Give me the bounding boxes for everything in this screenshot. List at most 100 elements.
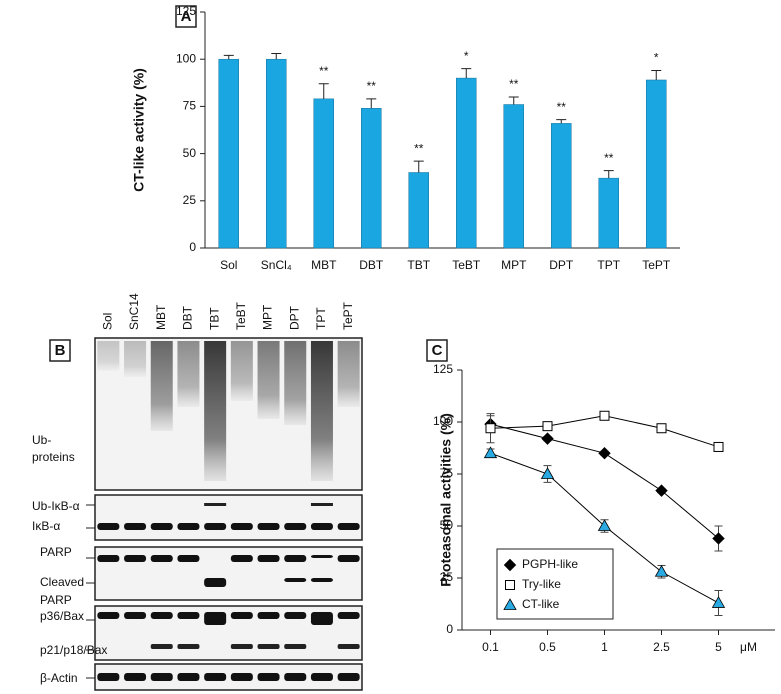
- panel-label: A: [181, 8, 192, 25]
- band: [310, 578, 333, 582]
- marker: [542, 421, 553, 432]
- significance: **: [367, 79, 377, 93]
- band: [257, 673, 280, 681]
- x-tick-label: MPT: [501, 258, 527, 272]
- band: [150, 673, 173, 681]
- band: [230, 555, 253, 562]
- error-bar: [271, 53, 282, 60]
- band: [230, 673, 253, 681]
- significance: **: [509, 77, 519, 91]
- marker: [541, 432, 554, 445]
- error-bar: [223, 54, 234, 60]
- band: [257, 555, 280, 562]
- row-label: proteins: [32, 450, 75, 464]
- marker: [713, 441, 724, 452]
- band: [124, 555, 147, 562]
- significance: *: [464, 49, 469, 63]
- ub-smear: [230, 341, 253, 401]
- y-tick-label: 50: [183, 146, 197, 160]
- band: [150, 612, 173, 619]
- band: [150, 644, 173, 649]
- y-tick-label: 0: [189, 240, 196, 254]
- band: [204, 673, 227, 681]
- panel-label-box: [175, 5, 197, 28]
- row-label: β-Actin: [40, 671, 78, 685]
- band: [310, 503, 333, 506]
- significance: **: [604, 151, 614, 165]
- marker: [540, 467, 555, 479]
- ub-smear: [177, 341, 200, 407]
- band: [257, 523, 280, 530]
- band: [284, 555, 307, 562]
- significance: *: [654, 51, 659, 65]
- row-label: p36/Bax: [40, 609, 84, 623]
- x-tick-label: SnCl₄: [261, 258, 292, 272]
- ub-smear: [204, 341, 227, 481]
- error-bar: [318, 83, 329, 99]
- y-tick-label: 25: [183, 193, 197, 207]
- band: [204, 578, 227, 587]
- band: [257, 644, 280, 649]
- lane-label: DBT: [181, 305, 195, 330]
- band: [204, 523, 227, 530]
- y-tick-label: 100: [433, 414, 453, 428]
- x-tick-label: 5: [715, 640, 722, 654]
- y-tick-label: 25: [440, 570, 454, 584]
- bar: [408, 172, 429, 249]
- band: [124, 523, 147, 530]
- band: [310, 523, 333, 530]
- x-tick-label: 0.1: [482, 640, 499, 654]
- band: [310, 555, 333, 558]
- band: [177, 523, 200, 530]
- band: [150, 555, 173, 562]
- ub-smear: [337, 341, 360, 407]
- band: [230, 612, 253, 619]
- significance: **: [557, 100, 567, 114]
- marker: [598, 446, 611, 460]
- band: [97, 523, 120, 530]
- band: [284, 578, 307, 582]
- row-label: Ub-: [32, 433, 51, 447]
- error-bar: [413, 160, 424, 173]
- x-tick-label: 1: [601, 640, 608, 654]
- y-axis-label: CT-like activity (%): [131, 68, 147, 192]
- error-bar: [461, 68, 472, 79]
- y-tick-label: 75: [183, 99, 197, 113]
- marker: [711, 596, 726, 608]
- panel-label: C: [432, 342, 443, 359]
- bar: [503, 104, 524, 249]
- ub-smear: [124, 341, 147, 377]
- band: [97, 673, 120, 681]
- lane-label: TPT: [314, 307, 328, 330]
- legend-label: Try-like: [522, 577, 561, 591]
- y-axis-label: Proteasomal activities (%): [438, 413, 454, 587]
- bar: [598, 177, 619, 249]
- band: [204, 503, 227, 506]
- band: [97, 555, 120, 562]
- y-tick-label: 75: [440, 466, 454, 480]
- band: [230, 523, 253, 530]
- panel-label-box: [49, 339, 71, 362]
- marker: [483, 446, 498, 459]
- y-tick-label: 0: [446, 622, 453, 636]
- ub-smear: [150, 341, 173, 431]
- lane-label: TeBT: [234, 301, 248, 330]
- band: [177, 612, 200, 619]
- panel-label-box: [426, 339, 448, 362]
- lane-label: Sol: [101, 313, 115, 330]
- band: [124, 673, 147, 681]
- x-tick-label: TeBT: [452, 258, 481, 272]
- marker: [654, 564, 669, 577]
- ub-smear: [284, 341, 307, 425]
- band: [150, 523, 173, 530]
- lane-label: MPT: [261, 304, 275, 330]
- band: [337, 673, 360, 681]
- error-bar: [508, 96, 519, 105]
- marker: [503, 558, 517, 572]
- band: [97, 612, 120, 619]
- band: [284, 644, 307, 649]
- row-label: Cleaved: [40, 575, 84, 589]
- legend-label: PGPH-like: [522, 557, 578, 571]
- row-label: PARP: [40, 593, 72, 607]
